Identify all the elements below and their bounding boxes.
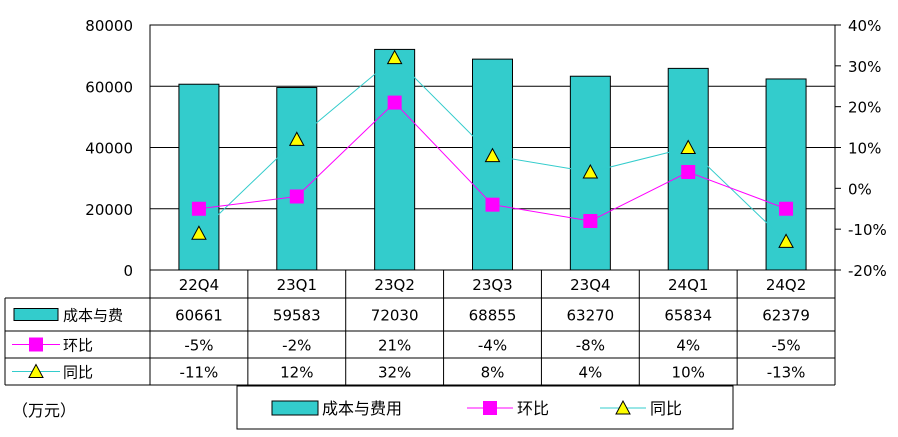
y-left-tick-label: 0 xyxy=(123,262,133,280)
row-key-marker xyxy=(28,363,44,378)
table-cell: 60661 xyxy=(175,307,223,325)
table-cell: 4% xyxy=(578,364,602,382)
table-cell: 32% xyxy=(378,364,411,382)
legend-key-bar xyxy=(271,400,319,416)
y-left-tick-label: 60000 xyxy=(85,78,133,96)
y-left-tick-label: 20000 xyxy=(85,201,133,219)
y-left-tick-label: 40000 xyxy=(85,140,133,158)
y-right-tick-label: 20% xyxy=(848,99,881,117)
table-cell: 8% xyxy=(481,364,505,382)
bar xyxy=(178,83,220,271)
table-cell: 65834 xyxy=(664,307,712,325)
x-tick-label: 24Q2 xyxy=(766,276,806,294)
huanbi-marker xyxy=(289,189,304,204)
tongbi-marker xyxy=(191,225,207,240)
legend-label: 同比 xyxy=(650,399,682,418)
table-cell: -5% xyxy=(771,337,800,355)
y-left-tick-label: 80000 xyxy=(85,17,133,35)
legend-key-marker xyxy=(483,401,497,415)
bar xyxy=(374,48,416,271)
x-tick-label: 22Q4 xyxy=(179,276,219,294)
huanbi-marker xyxy=(583,214,598,228)
x-tick-label: 24Q1 xyxy=(668,276,708,294)
huanbi-marker xyxy=(191,201,206,216)
table-cell: -11% xyxy=(180,364,219,382)
table-cell: -5% xyxy=(184,337,213,355)
legend: 成本与费用 环比 同比 xyxy=(236,385,734,430)
huanbi-marker xyxy=(387,95,402,110)
legend-label: 成本与费用 xyxy=(322,399,402,418)
y-right-tick-label: 10% xyxy=(848,140,881,158)
tongbi-marker xyxy=(582,163,599,179)
y-right-tick-label: -10% xyxy=(848,221,887,239)
table-row-label: 同比 xyxy=(63,364,93,382)
y-axis-left: 0 20000 40000 60000 80000 xyxy=(85,17,133,280)
data-table: 22Q4 23Q1 23Q2 23Q3 23Q4 24Q1 24Q2 60661 59583 72… xyxy=(4,270,836,386)
row-key-bar xyxy=(13,308,59,321)
huanbi-marker xyxy=(779,201,794,216)
table-cell: 10% xyxy=(672,364,705,382)
y-right-tick-label: 40% xyxy=(848,17,881,35)
bar xyxy=(276,87,318,271)
tongbi-marker xyxy=(680,139,697,154)
table-row-label: 环比 xyxy=(63,337,93,355)
y-axis-right: -20% -10% 0% 10% 20% 30% 40% xyxy=(835,17,887,280)
table-cell: 72030 xyxy=(371,307,419,325)
x-tick-label: 23Q2 xyxy=(374,276,414,294)
table-cell: 4% xyxy=(676,337,700,355)
table-cell: -8% xyxy=(576,337,605,355)
table-cell: -13% xyxy=(767,364,806,382)
table-cell: -4% xyxy=(478,337,507,355)
table-row-label: 成本与费 xyxy=(63,307,123,325)
table-cell: -2% xyxy=(282,337,311,355)
huanbi-marker xyxy=(485,197,500,212)
x-tick-label: 23Q3 xyxy=(472,276,512,294)
y-right-tick-label: -20% xyxy=(848,262,887,280)
x-tick-label: 23Q4 xyxy=(570,276,610,294)
table-cell: 62379 xyxy=(762,307,810,325)
y-right-tick-label: 0% xyxy=(848,180,872,198)
tongbi-marker xyxy=(288,131,305,146)
tongbi-marker xyxy=(386,49,403,65)
legend-label: 环比 xyxy=(517,399,549,418)
tongbi-marker xyxy=(778,233,794,248)
table-cell: 21% xyxy=(378,337,411,355)
x-tick-label: 23Q1 xyxy=(277,276,317,294)
huanbi-marker xyxy=(681,165,696,179)
table-cell: 68855 xyxy=(469,307,517,325)
table-cell: 12% xyxy=(280,364,313,382)
line-series xyxy=(191,49,794,248)
y-right-tick-label: 30% xyxy=(848,58,881,76)
unit-label: （万元） xyxy=(12,401,76,420)
row-key-marker xyxy=(29,337,43,352)
bar xyxy=(472,58,513,271)
tongbi-marker xyxy=(484,147,501,163)
legend-key-marker xyxy=(615,399,631,415)
table-cell: 63270 xyxy=(566,307,614,325)
table-cell: 59583 xyxy=(273,307,321,325)
